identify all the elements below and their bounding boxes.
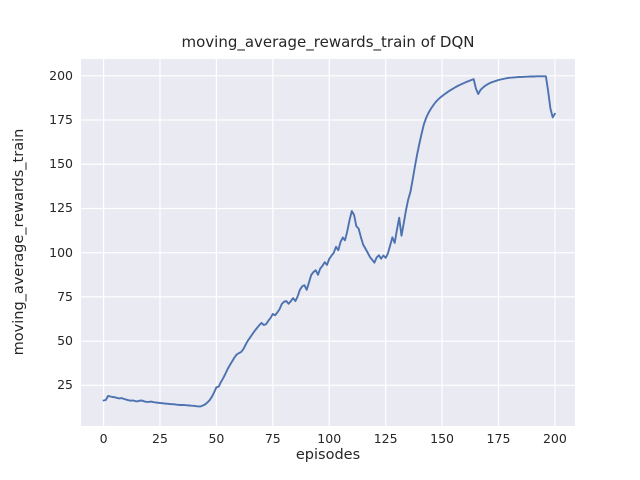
y-tick-125: 125 [49,200,73,216]
x-tick-100: 100 [317,431,342,446]
y-tick-25: 25 [57,377,73,393]
plot-svg [81,59,575,426]
x-tick-200: 200 [542,431,567,446]
y-tick-175: 175 [49,112,73,128]
y-tick-200: 200 [49,67,73,83]
x-tick-175: 175 [486,431,511,446]
chart-title: moving_average_rewards_train of DQN [181,33,475,51]
x-tick-125: 125 [373,431,398,446]
x-tick-150: 150 [430,431,455,446]
y-tick-150: 150 [49,156,73,172]
x-tick-25: 25 [152,431,168,446]
y-tick-50: 50 [57,333,73,349]
series-line-0 [102,75,556,408]
x-tick-75: 75 [264,431,281,446]
plot-area [81,59,575,426]
x-axis-label: episodes [295,447,361,463]
y-tick-75: 75 [57,289,73,305]
x-tick-0: 0 [99,431,108,446]
y-tick-100: 100 [49,244,73,260]
x-tick-50: 50 [208,431,225,446]
